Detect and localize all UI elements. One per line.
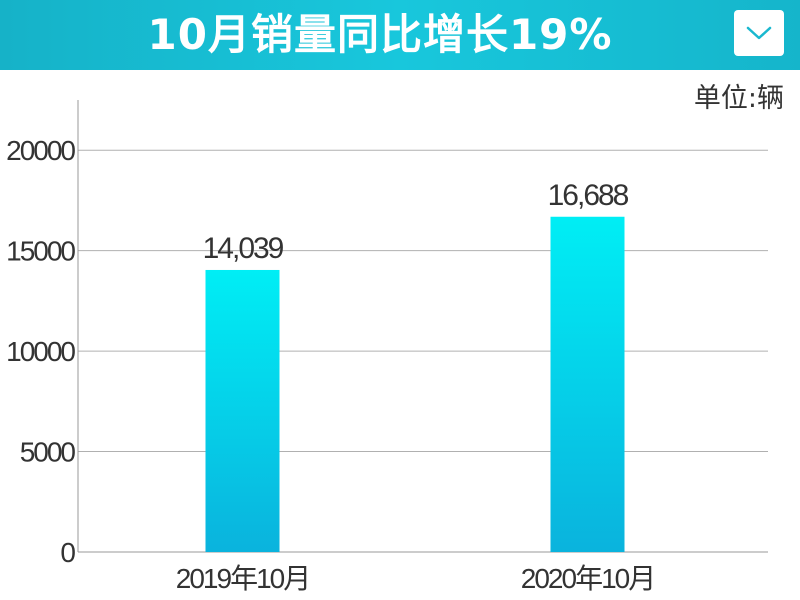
data-label: 14,039	[203, 232, 284, 265]
header-bar: 10月销量同比增长19%	[0, 0, 800, 70]
y-tick-label: 10000	[6, 336, 75, 367]
y-tick-label: 0	[60, 537, 75, 568]
y-tick-label: 5000	[20, 437, 76, 468]
data-label: 16,688	[548, 179, 629, 212]
y-tick-label: 15000	[6, 236, 75, 267]
chevron-down-icon	[746, 25, 772, 41]
x-tick-label: 2019年10月	[176, 563, 309, 594]
x-tick-label: 2020年10月	[521, 563, 654, 594]
unit-label: 单位:辆	[693, 83, 784, 114]
y-tick-label: 20000	[6, 135, 75, 166]
page-title: 10月销量同比增长19%	[147, 10, 613, 59]
bar	[205, 269, 280, 552]
bar	[550, 216, 625, 552]
dropdown-button[interactable]	[734, 10, 784, 56]
